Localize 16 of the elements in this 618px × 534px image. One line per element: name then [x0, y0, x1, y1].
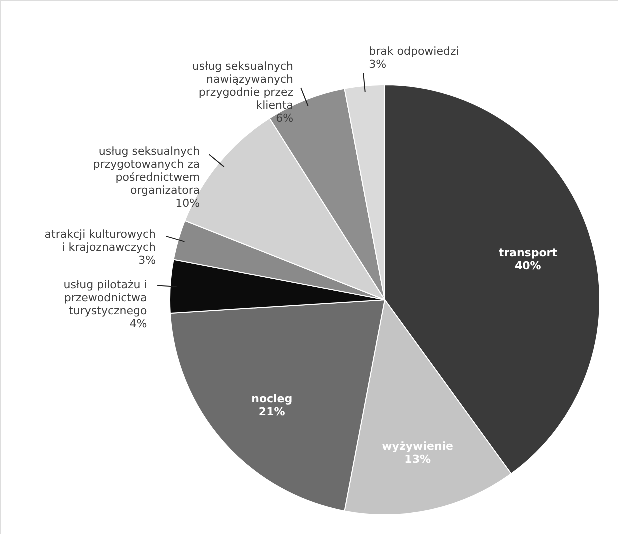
data-label: 40% [514, 259, 542, 272]
slice-label: usług seksualnych przygotowanych za pośrednictwem organizatora [93, 144, 200, 197]
slice-label: nocleg [252, 392, 293, 406]
slice-label: atrakcji kulturowych i krajoznawczych [44, 228, 156, 254]
slice-label: usług pilotażu i przewodnictwa turystycznego [64, 278, 148, 318]
data-label: 4% [130, 317, 148, 330]
data-label: 13% [404, 452, 431, 466]
slice-label: wyżywienie [382, 440, 454, 453]
data-label: 6% [276, 112, 294, 126]
data-label: 10% [176, 196, 200, 210]
slice-label: transport [498, 246, 558, 260]
slice-label: brak odpowiedzi [369, 44, 460, 58]
slice-label: usług seksualnych nawiązywanych przygodnie przez klienta [192, 60, 294, 112]
data-label: 21% [258, 406, 286, 419]
data-label: 3% [138, 254, 156, 268]
data-label: 3% [369, 58, 387, 71]
